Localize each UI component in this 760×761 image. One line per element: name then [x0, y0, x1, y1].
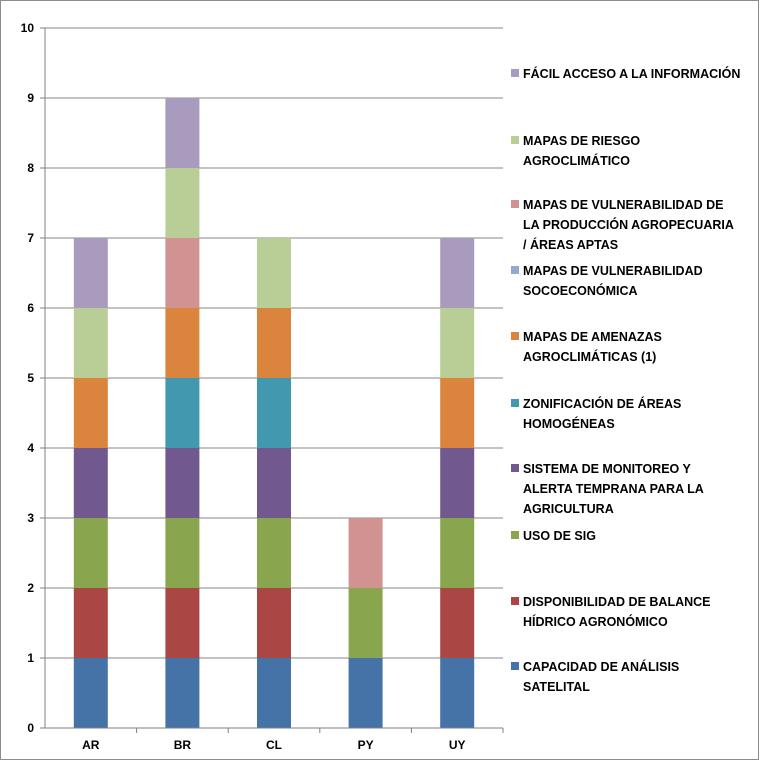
bar-segment	[440, 658, 475, 728]
bar-segment	[257, 518, 291, 588]
bar-segment	[165, 238, 200, 308]
legend-label: DISPONIBILIDAD DE BALANCE HÍDRICO AGRONÓM…	[523, 595, 711, 629]
x-tick-label: BR	[174, 738, 192, 752]
legend-swatch	[511, 332, 519, 340]
x-tick-label: CL	[266, 738, 282, 752]
y-tick-label: 1	[27, 651, 34, 665]
bar-segment	[165, 518, 200, 588]
legend-label: MAPAS DE VULNERABILIDAD DE LA PRODUCCIÓN …	[523, 198, 734, 252]
legend-label: FÁCIL ACCESO A LA INFORMACIÓN	[523, 66, 740, 81]
legend-label: MAPAS DE AMENAZAS AGROCLIMÁTICAS (1)	[523, 330, 662, 364]
legend-swatch	[511, 464, 519, 472]
bar-segment	[440, 378, 475, 448]
bar-segment	[440, 238, 475, 308]
y-tick-label: 10	[21, 21, 35, 35]
legend-swatch	[511, 662, 519, 670]
legend-label: USO DE SIG	[523, 529, 596, 543]
bar-segment	[440, 518, 475, 588]
legend-swatch	[511, 597, 519, 605]
bar-segment	[348, 658, 383, 728]
y-tick-label: 2	[27, 581, 34, 595]
y-tick-label: 8	[27, 161, 34, 175]
legend-swatch	[511, 399, 519, 407]
y-tick-label: 7	[27, 231, 34, 245]
legend-swatch	[511, 136, 519, 144]
bar-segment	[165, 658, 200, 728]
bar-segment	[440, 448, 475, 518]
bar-segment	[73, 588, 108, 658]
legend-label: SISTEMA DE MONITOREO Y ALERTA TEMPRANA PA…	[523, 462, 704, 516]
legend-label: MAPAS DE RIESGO AGROCLIMÁTICO	[523, 134, 640, 168]
y-tick-label: 5	[27, 371, 34, 385]
legend-swatch	[511, 200, 519, 208]
y-tick-labels: 0 1 2 3 4 5 6 7 8 9 10	[21, 21, 35, 735]
bar-segment	[73, 378, 108, 448]
bar-segment	[73, 308, 108, 378]
bar-segment	[257, 658, 291, 728]
legend-label: MAPAS DE VULNERABILIDAD SOCOECONÓMICA	[523, 264, 703, 298]
legend-label: CAPACIDAD DE ANÁLISIS SATELITAL	[523, 659, 679, 694]
bar-segment	[73, 658, 108, 728]
x-tick-label: PY	[358, 738, 374, 752]
bar-segment	[73, 238, 108, 308]
bar-segment	[257, 588, 291, 658]
bar-segment	[165, 448, 200, 518]
bars	[73, 98, 475, 728]
legend-swatch	[511, 69, 519, 77]
y-tick-label: 6	[27, 301, 34, 315]
bar-segment	[440, 588, 475, 658]
legend-swatch	[511, 531, 519, 539]
y-tick-label: 4	[27, 441, 34, 455]
x-tick-label: AR	[82, 738, 100, 752]
bar-segment	[440, 308, 475, 378]
bar-segment	[165, 308, 200, 378]
bar-segment	[165, 378, 200, 448]
legend: FÁCIL ACCESO A LA INFORMACIÓN MAPAS DE RI…	[511, 66, 740, 694]
bar-segment	[165, 168, 200, 238]
bar-segment	[257, 238, 291, 308]
bar-segment	[348, 518, 383, 588]
gridlines	[45, 27, 503, 659]
x-tick-labels: AR BR CL PY UY	[82, 738, 465, 752]
legend-swatch	[511, 266, 519, 274]
y-tick-label: 0	[27, 721, 34, 735]
bar-segment	[257, 308, 291, 378]
bar-segment	[348, 588, 383, 658]
y-tick-label: 3	[27, 511, 34, 525]
x-tick-label: UY	[449, 738, 466, 752]
legend-label: ZONIFICACIÓN DE ÁREAS HOMOGÉNEAS	[523, 396, 681, 431]
bar-segment	[257, 378, 291, 448]
bar-segment	[73, 518, 108, 588]
axes	[40, 27, 504, 733]
bar-segment	[165, 98, 200, 168]
bar-segment	[257, 448, 291, 518]
y-tick-label: 9	[27, 91, 34, 105]
bar-segment	[73, 448, 108, 518]
bar-segment	[165, 588, 200, 658]
